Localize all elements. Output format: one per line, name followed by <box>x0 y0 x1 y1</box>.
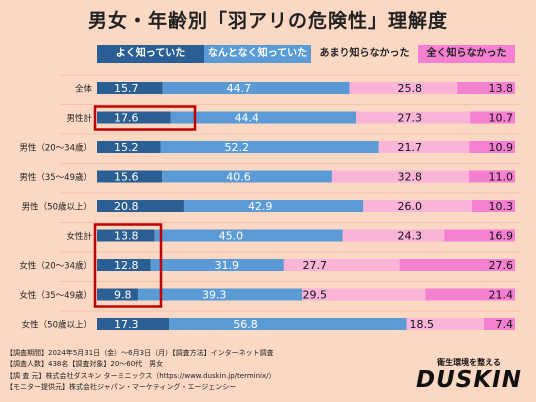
data-label-little-known: 32.8 <box>398 171 423 184</box>
bar-segment-not-known <box>484 318 515 330</box>
data-label-little-known: 26.0 <box>398 200 423 213</box>
highlight-box <box>93 223 163 308</box>
brand-tagline: 衛生環境を整える <box>437 358 501 367</box>
category-label: 女性計 <box>66 231 92 242</box>
bar-segment-somewhat-known <box>162 82 350 94</box>
data-label-well-known: 9.8 <box>114 289 132 302</box>
bar-segment-not-known <box>469 141 515 153</box>
data-label-well-known: 17.6 <box>114 112 139 125</box>
data-label-somewhat-known: 31.9 <box>215 259 240 272</box>
bar-segment-not-known <box>471 200 515 212</box>
bar-segment-not-known <box>444 229 515 242</box>
data-label-not-known: 10.9 <box>489 141 514 154</box>
bar-segment-somewhat-known <box>170 111 357 124</box>
bar-segment-well-known <box>97 229 155 242</box>
category-label: 男性計 <box>66 113 92 124</box>
category-label: 女性（35～49歳） <box>19 290 92 301</box>
brand-logo: 衛生環境を整える DUSKIN <box>408 358 530 392</box>
data-label-somewhat-known: 45.0 <box>219 230 244 243</box>
bar-segment-somewhat-known <box>154 229 343 242</box>
data-label-somewhat-known: 56.8 <box>233 318 258 331</box>
data-label-not-known: 27.6 <box>489 259 514 272</box>
bar-segment-somewhat-known <box>183 200 364 212</box>
footer-line-source: 【調 査 元】株式会社ダスキン ターミニックス（https://www.dusk… <box>6 371 276 380</box>
bar-segment-well-known <box>97 259 151 271</box>
bar-segment-well-known <box>97 111 171 124</box>
bar-segment-not-known <box>469 170 515 183</box>
category-label: 全体 <box>75 84 93 95</box>
data-label-well-known: 13.8 <box>114 230 139 243</box>
bar-segment-little-known <box>302 288 426 301</box>
data-label-little-known: 24.3 <box>398 230 423 243</box>
category-label: 男性（50歳以上） <box>22 202 92 213</box>
bar-segment-little-known <box>349 82 458 94</box>
data-label-not-known: 7.4 <box>496 318 514 331</box>
data-label-somewhat-known: 44.4 <box>235 112 260 125</box>
bar-segment-little-known <box>378 141 470 153</box>
data-label-somewhat-known: 39.3 <box>202 289 227 302</box>
data-label-not-known: 10.3 <box>489 200 514 213</box>
data-label-little-known: 27.7 <box>303 259 328 272</box>
category-label: 男性（20～34歳） <box>19 143 92 154</box>
data-label-somewhat-known: 52.2 <box>225 141 250 154</box>
data-label-well-known: 15.6 <box>114 171 139 184</box>
footer-line-sample: 【調査人数】438名【調査対象】20～60代 男女 <box>6 360 164 369</box>
data-label-not-known: 13.8 <box>489 82 514 95</box>
data-label-not-known: 10.7 <box>489 112 514 125</box>
data-label-little-known: 29.5 <box>303 289 328 302</box>
bar-segment-somewhat-known <box>137 288 303 301</box>
legend-item-somewhat-known: なんとなく知っていた <box>204 45 311 63</box>
brand-name: DUSKIN <box>416 367 522 393</box>
survey-footer: 【調査期間】2024年5月31日（金）～6月3日（月）【調査方法】インターネット… <box>6 348 406 393</box>
bar-segment-not-known <box>457 82 515 94</box>
bar-segment-little-known <box>342 229 445 242</box>
bar-segment-well-known <box>97 82 163 94</box>
data-label-somewhat-known: 40.6 <box>226 171 251 184</box>
legend-item-little-known: あまり知らなかった <box>311 45 418 63</box>
data-label-well-known: 20.8 <box>114 200 139 213</box>
data-label-not-known: 16.9 <box>489 230 514 243</box>
footer-line-period: 【調査期間】2024年5月31日（金）～6月3日（月）【調査方法】インターネット… <box>6 349 274 357</box>
stacked-bar-chart: 全体 15.7 44.7 25.8 13.8 男性計 17.6 44.4 27.3 10.7 男性（… <box>19 74 520 331</box>
highlight-box <box>93 105 197 131</box>
bar-segment-well-known <box>97 288 138 301</box>
bar-segment-little-known <box>283 259 400 271</box>
data-label-little-known: 18.5 <box>410 318 435 331</box>
data-label-somewhat-known: 44.7 <box>227 82 252 95</box>
legend-item-not-known: 全く知らなかった <box>418 45 515 63</box>
bar-segment-well-known <box>97 141 161 153</box>
bar-segment-somewhat-known <box>160 141 379 153</box>
data-label-little-known: 27.3 <box>398 112 423 125</box>
bar-segment-well-known <box>97 200 184 212</box>
chart-title: 男女・年齢別「羽アリの危険性」理解度 <box>87 10 448 32</box>
bar-segment-not-known <box>425 288 515 301</box>
category-label: 男性（35～49歳） <box>19 172 92 183</box>
data-label-somewhat-known: 42.9 <box>248 200 273 213</box>
data-label-little-known: 25.8 <box>398 82 423 95</box>
bar-segment-somewhat-known <box>150 259 284 271</box>
legend-item-well-known: よく知っていた <box>97 45 204 63</box>
bar-segment-little-known <box>363 200 472 212</box>
bar-segment-well-known <box>97 170 163 183</box>
bar-segment-somewhat-known <box>169 318 407 330</box>
category-label: 女性（50歳以上） <box>22 320 92 331</box>
category-label: 女性（20～34歳） <box>19 261 92 272</box>
bar-segment-not-known <box>399 259 515 271</box>
bar-segment-little-known <box>356 111 471 124</box>
data-label-well-known: 12.8 <box>114 259 139 272</box>
bar-segment-well-known <box>97 318 170 330</box>
bar-segment-little-known <box>331 170 470 183</box>
bar-segment-somewhat-known <box>162 170 332 183</box>
bar-segment-not-known <box>470 111 515 124</box>
data-label-not-known: 21.4 <box>489 289 514 302</box>
data-label-well-known: 17.3 <box>114 318 139 331</box>
data-label-well-known: 15.2 <box>114 141 139 154</box>
data-label-well-known: 15.7 <box>114 82 139 95</box>
footer-line-monitor: 【モニター提供元】株式会社ジャパン・マーケティング・エージェンシー <box>6 382 237 391</box>
data-label-little-known: 21.7 <box>398 141 423 154</box>
data-label-not-known: 11.0 <box>489 171 514 184</box>
bar-segment-little-known <box>406 318 485 330</box>
